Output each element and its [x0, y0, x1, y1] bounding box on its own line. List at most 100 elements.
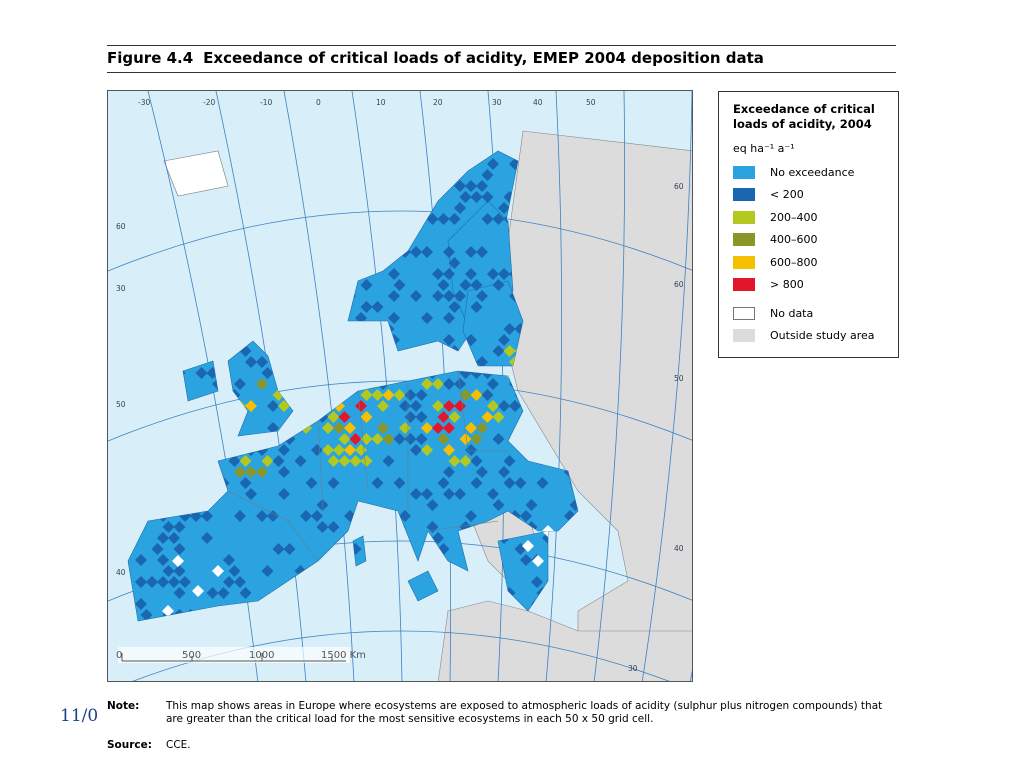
grid-cell [327, 521, 340, 533]
grid-cell [245, 488, 257, 500]
grid-cell [399, 510, 411, 522]
grid-cell [443, 466, 455, 478]
grid-cell [437, 279, 450, 291]
grid-cell [360, 389, 373, 401]
figure-title: Figure 4.4 Exceedance of critical loads o… [107, 49, 764, 67]
grid-cell [377, 400, 389, 412]
grid-cell [421, 422, 433, 434]
legend-swatch [733, 278, 755, 292]
meridian-line [283, 91, 355, 681]
grid-cell [421, 246, 433, 258]
grid-cell [245, 466, 257, 478]
title-rule-top [107, 45, 896, 46]
grid-cell [179, 576, 191, 588]
grid-cell [481, 169, 494, 181]
legend-label: 400–600 [770, 233, 818, 247]
legend-swatch [733, 255, 755, 269]
slide-date-fragment: 11/0 [60, 706, 106, 726]
legend-item-3: 400–600 [733, 229, 884, 252]
grid-cell [421, 312, 433, 324]
grid-cell [514, 477, 527, 489]
grid-cell [355, 312, 367, 324]
grid-cell [234, 510, 246, 522]
grid-cell [261, 455, 274, 467]
grid-cell [410, 290, 422, 302]
grid-cell [327, 411, 340, 423]
graticule-label: -30 [138, 98, 150, 107]
grid-cell [278, 466, 290, 478]
grid-cell [448, 213, 461, 225]
grid-cell [228, 455, 241, 467]
grid-cell [498, 466, 510, 478]
legend-extra-item-1: Outside study area [733, 325, 884, 348]
grid-cell [234, 576, 246, 588]
grid-cell [520, 510, 532, 522]
grid-cell [388, 312, 400, 324]
meridian-line [593, 91, 626, 681]
grid-cell [448, 301, 461, 313]
grid-cell [201, 510, 213, 522]
iceland-no-data [163, 150, 229, 197]
meridian-line [545, 91, 563, 681]
grid-cell [245, 400, 257, 412]
land-region-7 [407, 570, 439, 602]
no-data-cell [532, 555, 544, 567]
grid-cell [272, 543, 285, 555]
grid-cell [272, 455, 285, 467]
border-line [317, 420, 324, 512]
grid-cell [443, 444, 455, 456]
grid-cell [498, 268, 510, 280]
grid-cell [256, 466, 268, 478]
no-data-cell [522, 540, 534, 552]
grid-cell [569, 499, 578, 511]
grid-cell [360, 411, 373, 423]
grid-cell [498, 202, 510, 214]
grid-cell [487, 158, 499, 170]
grid-cell [503, 345, 516, 357]
grid-cell [294, 455, 307, 467]
grid-cell [360, 433, 373, 445]
country-borders [227, 370, 508, 562]
grid-cell [459, 191, 472, 203]
legend-item-5: > 800 [733, 274, 884, 297]
grid-cell [322, 444, 334, 456]
scale-label-500: 500 [182, 650, 201, 661]
graticule-label: 60 [674, 280, 684, 289]
legend-title: Exceedance of critical loads of acidity,… [733, 102, 875, 131]
legend-item-4: 600–800 [733, 251, 884, 274]
graticule-label: 30 [628, 664, 638, 673]
grid-cell [492, 279, 505, 291]
grid-cell [470, 191, 483, 203]
grid-cell [283, 543, 296, 555]
figure-caption: Exceedance of critical loads of acidity,… [203, 49, 764, 67]
grid-cell [135, 598, 147, 610]
grid-cell [393, 477, 406, 489]
grid-cell [487, 268, 499, 280]
grid-cell [234, 378, 246, 390]
parallel-line [108, 380, 692, 442]
grid-cell [448, 455, 461, 467]
grid-cell [443, 246, 455, 258]
legend-swatch [733, 188, 755, 202]
graticule-label: 50 [674, 374, 684, 383]
grid-cell [217, 587, 230, 599]
grid-cell [481, 411, 494, 423]
source-label: Source: [107, 739, 152, 751]
grid-cell [520, 554, 532, 566]
graticule-label: 40 [674, 544, 684, 553]
legend-items: No exceedance < 200 200–400 400–600 600–800 >… [733, 161, 884, 296]
grid-cell [239, 455, 252, 467]
grid-cell [437, 433, 450, 445]
grid-cell [432, 422, 444, 434]
grid-cell [410, 488, 422, 500]
grid-cell [173, 543, 186, 555]
grid-cell [267, 400, 279, 412]
grid-cell [470, 389, 483, 401]
grid-cell [454, 202, 466, 214]
grid-cell [135, 576, 147, 588]
grid-cell [443, 312, 455, 324]
legend-swatch [733, 165, 755, 179]
grid-cell [492, 499, 505, 511]
grid-cell [443, 400, 455, 412]
grid-cell [470, 455, 483, 467]
